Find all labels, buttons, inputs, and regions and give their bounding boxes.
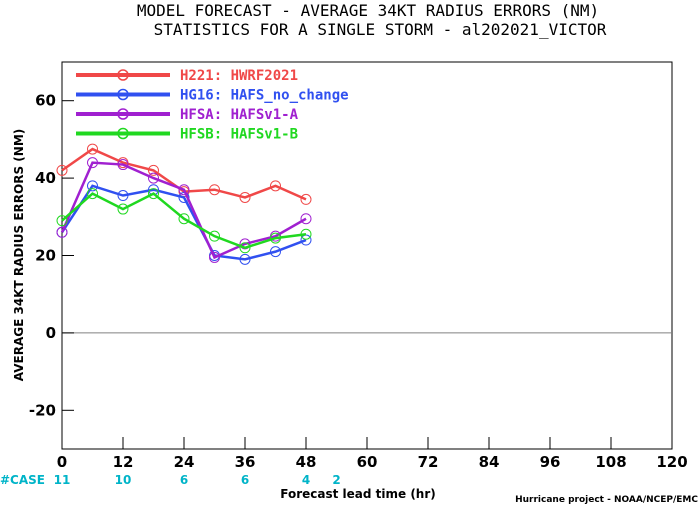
data-point	[56, 226, 68, 238]
chart-subtitle: STATISTICS FOR A SINGLE STORM - al202021…	[154, 20, 607, 39]
legend-label: H221: HWRF2021	[180, 68, 298, 84]
data-point	[270, 232, 281, 244]
data-point	[56, 215, 68, 227]
case-count: 6	[180, 473, 188, 487]
data-point	[270, 246, 281, 258]
data-point	[300, 193, 312, 205]
series-2	[56, 157, 312, 263]
x-tick-label: 72	[418, 453, 439, 471]
data-point	[300, 228, 312, 240]
legend-item: HFSB: HAFSv1-B	[76, 127, 298, 143]
case-count: 4	[302, 473, 310, 487]
case-count: 2	[332, 473, 340, 487]
y-tick-label: 0	[46, 324, 56, 342]
plot-area	[61, 61, 673, 450]
data-point	[87, 157, 98, 169]
case-count: 10	[115, 473, 132, 487]
series-layer	[56, 143, 312, 265]
data-point	[117, 203, 129, 215]
y-tick-label: 60	[35, 92, 56, 110]
data-point	[239, 253, 251, 265]
data-point	[117, 190, 129, 202]
data-point	[300, 213, 312, 225]
data-point	[209, 184, 220, 196]
y-tick-label: 20	[35, 247, 56, 265]
data-point	[87, 143, 98, 155]
legend-swatch-marker	[117, 88, 129, 101]
x-axis-ticks: 0 12 24 36 48 60 72 84 96 108 120	[57, 437, 688, 471]
x-axis-label: Forecast lead time (hr)	[280, 487, 436, 501]
legend-swatch-marker	[117, 108, 129, 120]
case-count: 6	[241, 473, 249, 487]
x-tick-label: 48	[296, 453, 317, 471]
legend: H221: HWRF2021 HG16: HAFS_no_change HFSA: …	[76, 68, 349, 143]
x-tick-label: 0	[57, 453, 67, 471]
data-point	[209, 230, 220, 242]
legend-label: HFSB: HAFSv1-B	[180, 127, 298, 143]
legend-item: HFSA: HAFSv1-A	[76, 107, 299, 123]
data-point	[148, 172, 159, 184]
legend-swatch-marker	[117, 69, 129, 81]
data-point	[178, 213, 190, 225]
y-tick-label: -20	[29, 401, 56, 419]
data-point	[148, 188, 159, 200]
x-tick-label: 108	[595, 453, 626, 471]
data-point	[209, 251, 220, 263]
x-tick-label: 120	[656, 453, 687, 471]
x-tick-label: 12	[113, 453, 134, 471]
data-point	[117, 159, 129, 171]
legend-item: H221: HWRF2021	[76, 68, 298, 84]
legend-label: HFSA: HAFSv1-A	[180, 107, 299, 123]
data-point	[178, 184, 190, 196]
x-tick-label: 24	[174, 453, 195, 471]
series-1	[56, 180, 312, 265]
x-tick-label: 60	[357, 453, 378, 471]
x-tick-label: 96	[540, 453, 561, 471]
case-count: 11	[54, 473, 71, 487]
x-tick-label: 36	[235, 453, 256, 471]
legend-label: HG16: HAFS_no_change	[180, 88, 349, 104]
legend-item: HG16: HAFS_no_change	[76, 88, 349, 104]
case-counts: #CASE 11 10 6 6 4 2	[0, 473, 341, 487]
data-point	[270, 180, 281, 192]
legend-swatch-marker	[117, 127, 129, 140]
data-point	[87, 188, 98, 200]
credit-text: Hurricane project - NOAA/NCEP/EMC	[515, 495, 698, 505]
data-point	[239, 191, 251, 203]
case-label: #CASE	[0, 473, 45, 487]
data-point	[239, 242, 251, 254]
data-point	[87, 180, 98, 192]
series-line	[60, 184, 307, 261]
data-point	[148, 164, 159, 176]
series-line	[60, 161, 307, 260]
series-line	[61, 192, 307, 250]
chart-title: MODEL FORECAST - AVERAGE 34KT RADIUS ERR…	[137, 1, 599, 20]
x-tick-label: 84	[479, 453, 500, 471]
y-tick-label: 40	[35, 169, 56, 187]
y-axis-ticks: -20 0 20 40 60	[29, 92, 74, 419]
data-point	[56, 164, 68, 176]
y-axis-label: AVERAGE 34KT RADIUS ERRORS (NM)	[12, 129, 26, 381]
series-3	[56, 188, 312, 254]
